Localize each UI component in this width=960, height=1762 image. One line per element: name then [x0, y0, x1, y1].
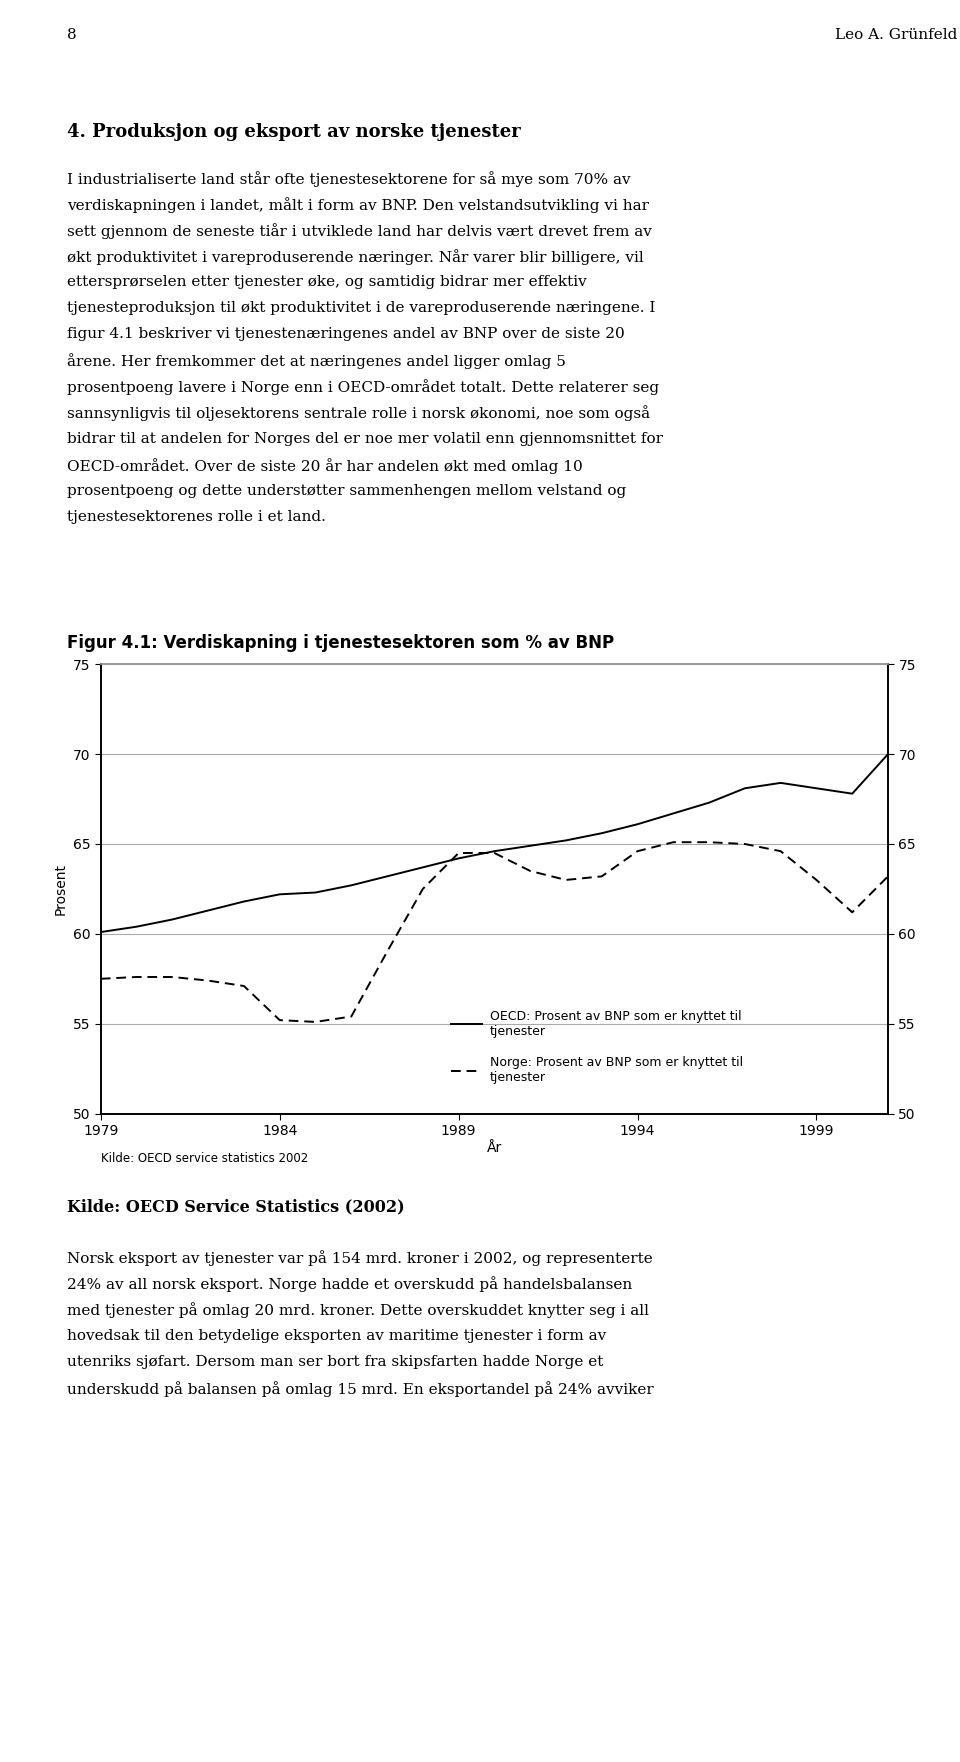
Text: Figur 4.1: Verdiskapning i tjenestesektoren som % av BNP: Figur 4.1: Verdiskapning i tjenestesekto…	[67, 634, 614, 652]
Text: sett gjennom de seneste tiår i utviklede land har delvis vært drevet frem av: sett gjennom de seneste tiår i utviklede…	[67, 224, 652, 240]
Text: 24% av all norsk eksport. Norge hadde et overskudd på handelsbalansen: 24% av all norsk eksport. Norge hadde et…	[67, 1276, 633, 1292]
Text: underskudd på balansen på omlag 15 mrd. En eksportandel på 24% avviker: underskudd på balansen på omlag 15 mrd. …	[67, 1381, 654, 1397]
Text: årene. Her fremkommer det at næringenes andel ligger omlag 5: årene. Her fremkommer det at næringenes …	[67, 354, 566, 370]
X-axis label: År: År	[487, 1140, 502, 1154]
Text: 4. Produksjon og eksport av norske tjenester: 4. Produksjon og eksport av norske tjene…	[67, 123, 521, 141]
Text: prosentpoeng og dette understøtter sammenhengen mellom velstand og: prosentpoeng og dette understøtter samme…	[67, 485, 627, 499]
Text: sannsynligvis til oljesektorens sentrale rolle i norsk økonomi, noe som også: sannsynligvis til oljesektorens sentrale…	[67, 405, 650, 421]
Text: tjenestesektorenes rolle i et land.: tjenestesektorenes rolle i et land.	[67, 509, 326, 523]
Text: Kilde: OECD service statistics 2002: Kilde: OECD service statistics 2002	[101, 1152, 308, 1165]
Text: prosentpoeng lavere i Norge enn i OECD-området totalt. Dette relaterer seg: prosentpoeng lavere i Norge enn i OECD-o…	[67, 379, 660, 395]
Text: hovedsak til den betydelige eksporten av maritime tjenester i form av: hovedsak til den betydelige eksporten av…	[67, 1329, 607, 1343]
Text: verdiskapningen i landet, målt i form av BNP. Den velstandsutvikling vi har: verdiskapningen i landet, målt i form av…	[67, 197, 649, 213]
Text: bidrar til at andelen for Norges del er noe mer volatil enn gjennomsnittet for: bidrar til at andelen for Norges del er …	[67, 432, 663, 446]
Text: Leo A. Grünfeld: Leo A. Grünfeld	[835, 28, 957, 42]
Text: 8: 8	[67, 28, 77, 42]
Text: med tjenester på omlag 20 mrd. kroner. Dette overskuddet knytter seg i all: med tjenester på omlag 20 mrd. kroner. D…	[67, 1302, 649, 1318]
Text: økt produktivitet i vareproduserende næringer. Når varer blir billigere, vil: økt produktivitet i vareproduserende nær…	[67, 248, 644, 264]
Text: Kilde: OECD Service Statistics (2002): Kilde: OECD Service Statistics (2002)	[67, 1198, 405, 1216]
Text: figur 4.1 beskriver vi tjenestenæringenes andel av BNP over de siste 20: figur 4.1 beskriver vi tjenestenæringene…	[67, 328, 625, 342]
Text: ettersprørselen etter tjenester øke, og samtidig bidrar mer effektiv: ettersprørselen etter tjenester øke, og …	[67, 275, 587, 289]
Text: Norsk eksport av tjenester var på 154 mrd. kroner i 2002, og representerte: Norsk eksport av tjenester var på 154 mr…	[67, 1251, 653, 1267]
Text: utenriks sjøfart. Dersom man ser bort fra skipsfarten hadde Norge et: utenriks sjøfart. Dersom man ser bort fr…	[67, 1355, 604, 1369]
Text: OECD-området. Over de siste 20 år har andelen økt med omlag 10: OECD-området. Over de siste 20 år har an…	[67, 458, 583, 474]
Legend: OECD: Prosent av BNP som er knyttet til
tjenester, Norge: Prosent av BNP som er : OECD: Prosent av BNP som er knyttet til …	[445, 1004, 748, 1089]
Y-axis label: Prosent: Prosent	[53, 863, 67, 914]
Text: I industrialiserte land står ofte tjenestesektorene for så mye som 70% av: I industrialiserte land står ofte tjenes…	[67, 171, 631, 187]
Text: tjenesteproduksjon til økt produktivitet i de vareproduserende næringene. I: tjenesteproduksjon til økt produktivitet…	[67, 301, 656, 315]
